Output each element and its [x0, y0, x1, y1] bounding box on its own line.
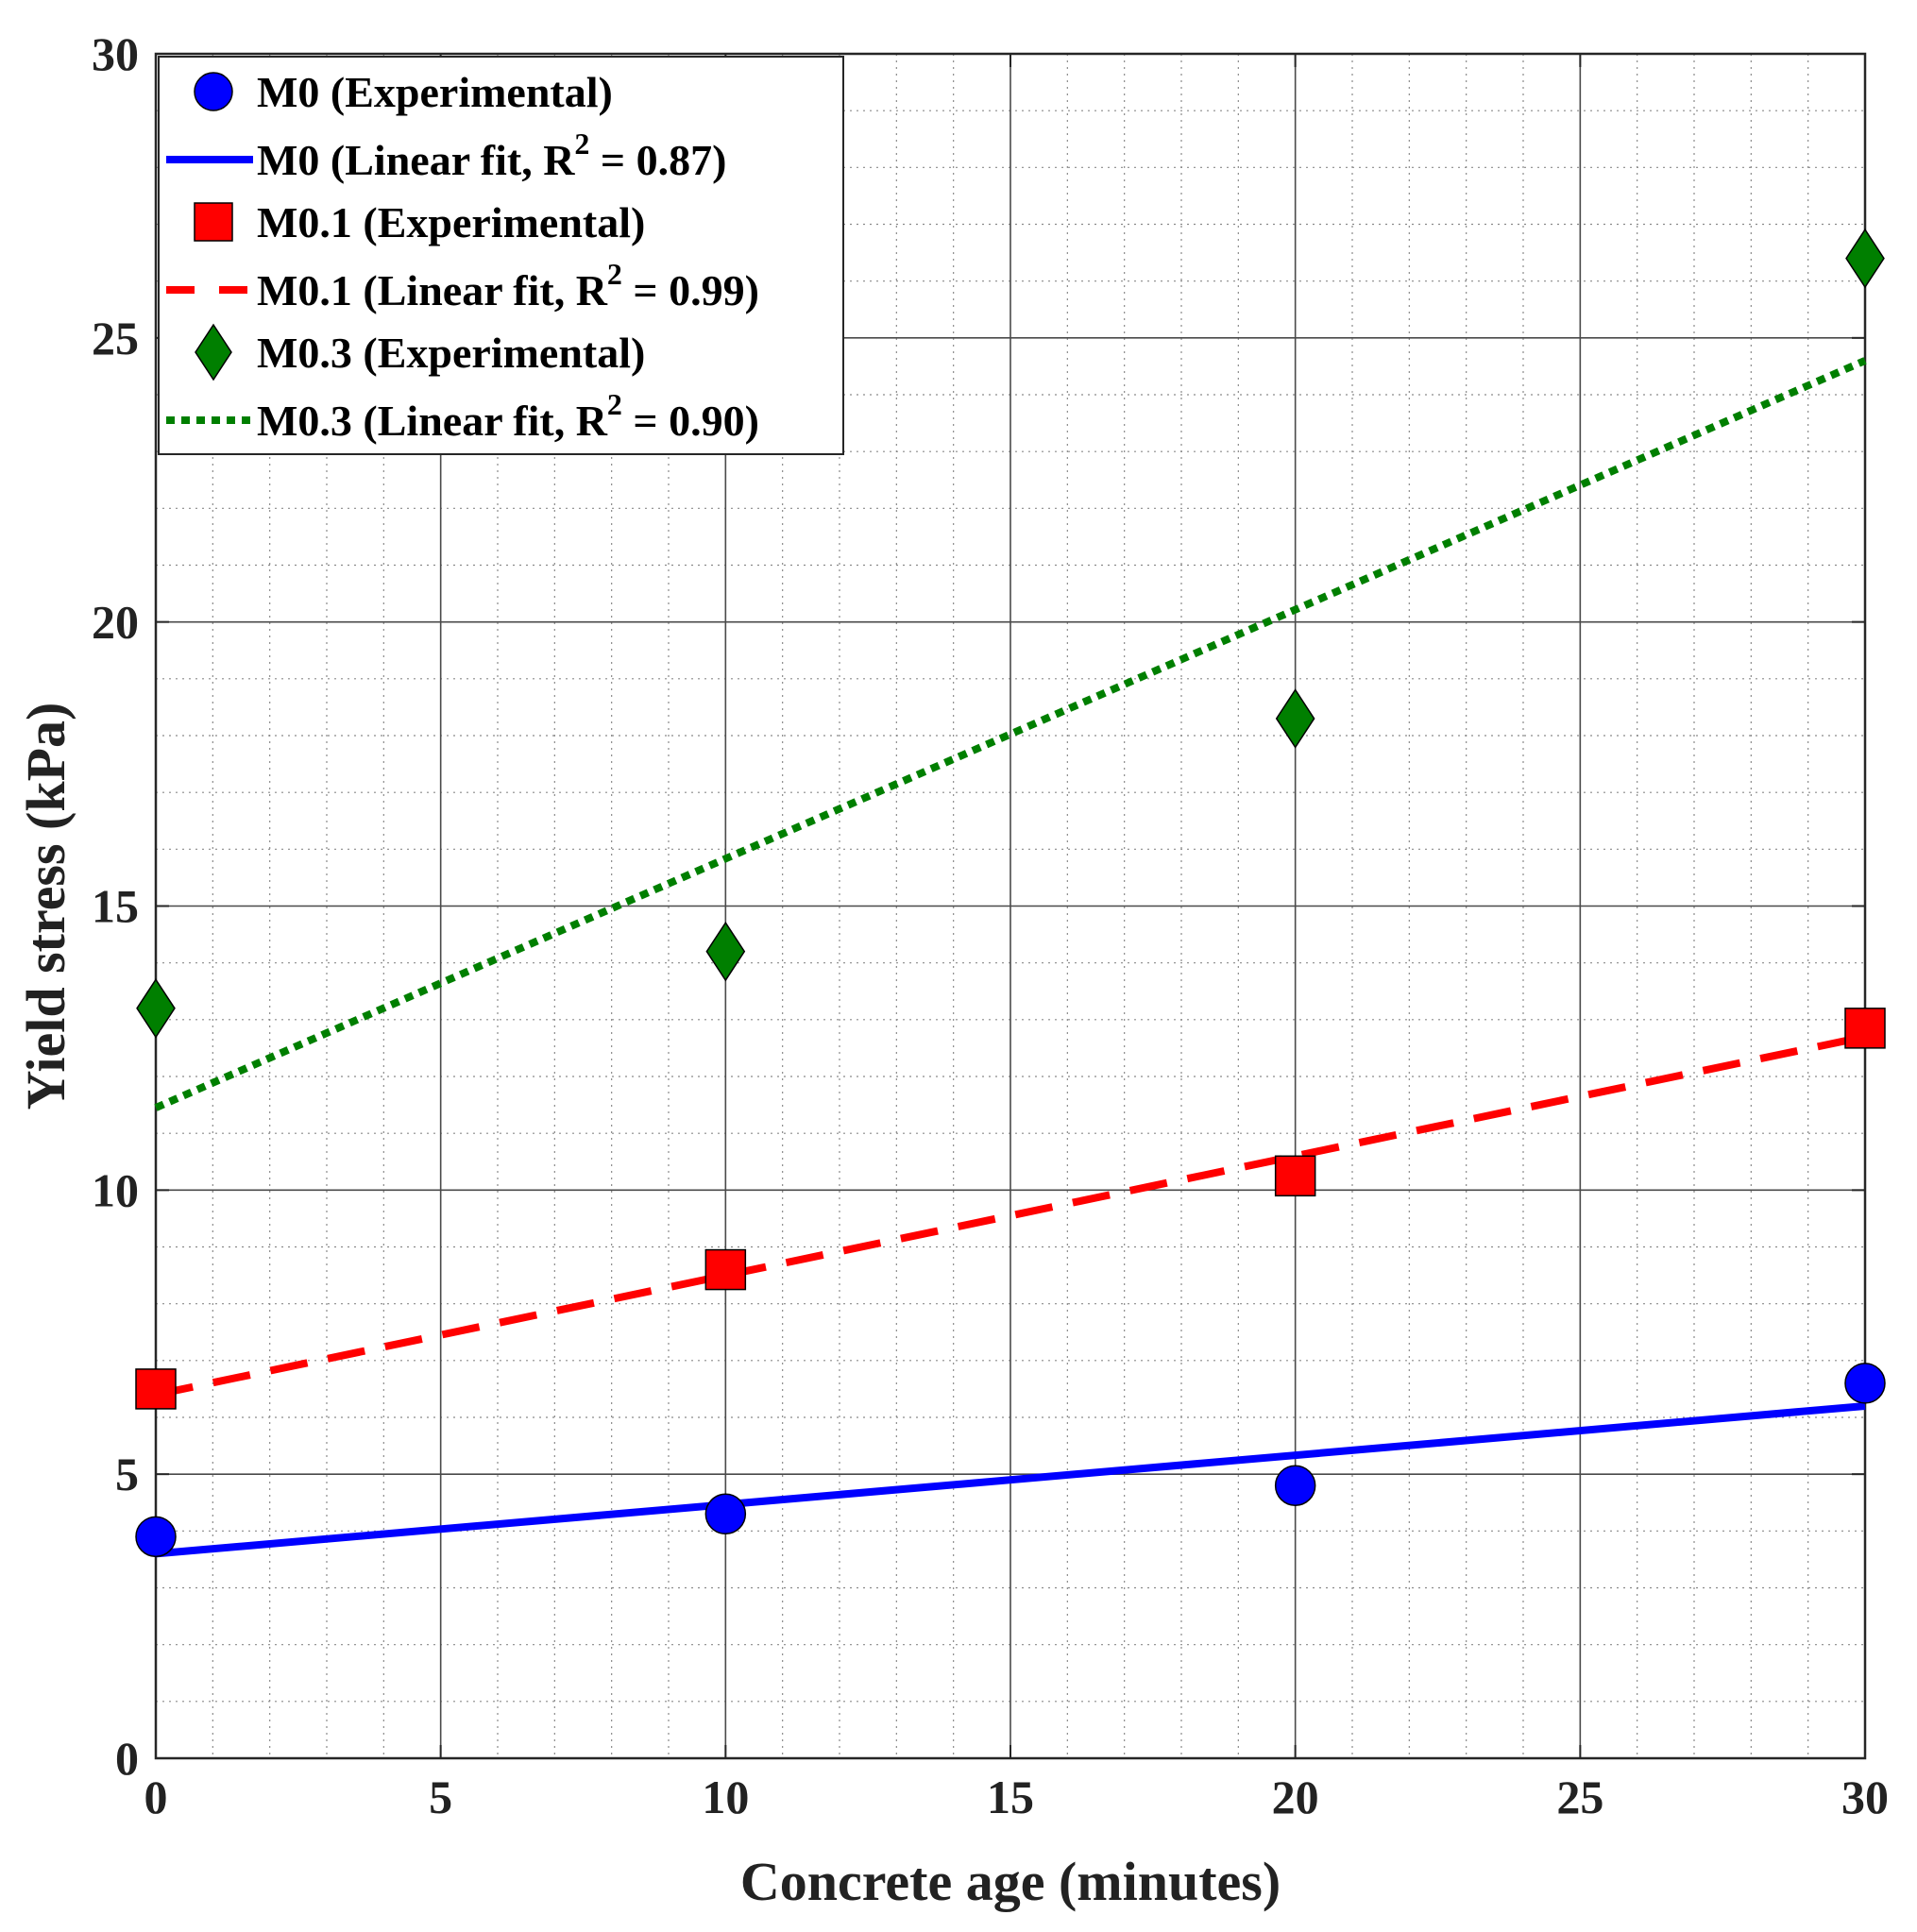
x-tick-label: 25	[1556, 1771, 1603, 1823]
legend-label: M0 (Experimental)	[257, 68, 613, 116]
x-tick-label: 10	[702, 1771, 749, 1823]
data-point-series-4	[705, 921, 746, 982]
legend-label: M0.3 (Linear fit, R2 = 0.90)	[257, 387, 759, 445]
data-point-series-2	[1844, 1008, 1886, 1049]
x-axis-title: Concrete age (minutes)	[740, 1851, 1281, 1912]
legend-item: M0 (Linear fit, R2 = 0.87)	[166, 127, 726, 184]
legend-label: M0.1 (Linear fit, R2 = 0.99)	[257, 257, 759, 314]
legend-label: M0.3 (Experimental)	[257, 329, 645, 377]
y-tick-labels: 0 5 10 15 20 25 30	[92, 27, 139, 1785]
data-point-series-0	[1274, 1465, 1316, 1506]
legend-item: M0.1 (Experimental)	[194, 198, 645, 246]
data-point-series-2	[135, 1368, 177, 1410]
x-tick-labels: 0 5 10 15 20 25 30	[144, 1771, 1890, 1823]
data-point-series-4	[1275, 688, 1315, 749]
legend-item: M0 (Experimental)	[194, 68, 613, 116]
data-point-series-0	[135, 1516, 177, 1558]
fit-line-series-1	[155, 1401, 1866, 1558]
experimental-markers	[135, 228, 1886, 1558]
y-tick-label: 5	[115, 1448, 139, 1500]
y-tick-label: 30	[92, 27, 139, 80]
y-tick-label: 10	[92, 1163, 139, 1216]
data-point-series-4	[136, 977, 176, 1039]
x-tick-label: 15	[987, 1771, 1034, 1823]
legend: M0 (Experimental) M0 (Linear fit, R2 = 0.…	[158, 56, 844, 455]
legend-marker	[194, 72, 233, 111]
data-point-series-4	[1845, 228, 1885, 289]
legend-label: M0 (Linear fit, R2 = 0.87)	[257, 127, 726, 184]
data-point-series-0	[704, 1493, 747, 1535]
legend-box	[158, 56, 844, 455]
legend-item: M0.1 (Linear fit, R2 = 0.99)	[166, 257, 759, 314]
x-tick-label: 20	[1272, 1771, 1319, 1823]
data-point-series-2	[1274, 1155, 1316, 1197]
legend-item: M0.3 (Experimental)	[195, 323, 645, 381]
x-tick-label: 30	[1841, 1771, 1889, 1823]
x-tick-label: 0	[144, 1771, 168, 1823]
y-tick-label: 20	[92, 596, 139, 649]
y-tick-label: 25	[92, 312, 139, 364]
legend-marker	[194, 202, 233, 242]
fit-lines	[154, 357, 1867, 1558]
y-axis-title: Yield stress (kPa)	[15, 703, 76, 1110]
data-point-series-2	[704, 1248, 747, 1291]
legend-label: M0.1 (Experimental)	[257, 198, 645, 246]
data-point-series-0	[1844, 1363, 1886, 1404]
legend-marker	[195, 323, 232, 381]
y-tick-label: 0	[115, 1732, 139, 1785]
y-tick-label: 15	[92, 880, 139, 933]
x-tick-label: 5	[429, 1771, 452, 1823]
legend-item: M0.3 (Linear fit, R2 = 0.90)	[166, 387, 759, 445]
